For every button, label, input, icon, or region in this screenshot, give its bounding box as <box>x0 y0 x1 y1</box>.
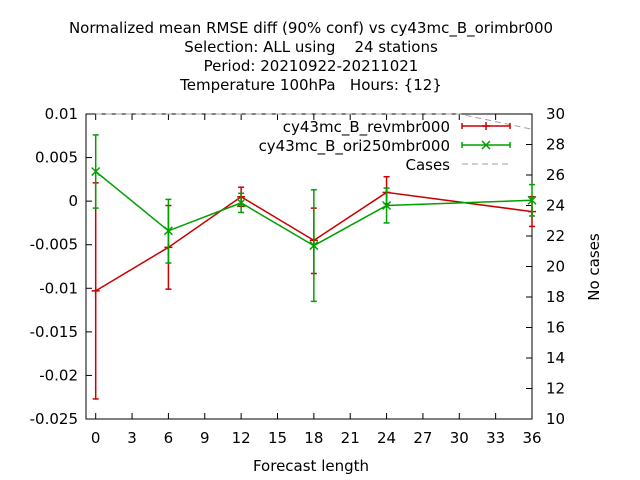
x-tick-label: 36 <box>522 429 541 447</box>
x-tick-label: 24 <box>377 429 396 447</box>
y-tick-label: -0.02 <box>39 366 78 384</box>
y2-tick-label: 18 <box>546 288 565 306</box>
y-tick-label: -0.025 <box>30 410 78 428</box>
x-tick-label: 33 <box>486 429 505 447</box>
y2-tick-label: 10 <box>546 410 565 428</box>
data-point <box>527 195 537 205</box>
legend-samples <box>461 122 511 165</box>
series-2 <box>95 113 533 130</box>
y-tick-label: 0.005 <box>35 149 78 167</box>
x-axis-label: Forecast length <box>253 457 369 475</box>
title-line-3: Period: 20210922-20211021 <box>204 57 419 75</box>
y-tick-label: 0 <box>68 192 78 210</box>
axis-ticks: 0 3 6 9 12 15 18 21 24 27 30 33 360.010.0050-0.005-0… <box>30 105 565 447</box>
series-line-2 <box>95 113 533 130</box>
y2-tick-label: 12 <box>546 380 565 398</box>
data-point <box>309 241 319 251</box>
x-tick-label: 21 <box>341 429 360 447</box>
x-tick-label: 15 <box>268 429 287 447</box>
legend-sample-marker <box>481 140 491 150</box>
data-point <box>163 226 173 236</box>
series-1 <box>91 134 537 303</box>
x-tick-label: 9 <box>200 429 210 447</box>
y2-tick-label: 26 <box>546 166 565 184</box>
x-tick-label: 27 <box>413 429 432 447</box>
y-tick-label: 0.01 <box>45 105 78 123</box>
x-tick-label: 6 <box>164 429 174 447</box>
y2-tick-label: 24 <box>546 197 565 215</box>
x-tick-label: 18 <box>304 429 323 447</box>
legend-label-cases: Cases <box>405 156 450 174</box>
title-line-2: Selection: ALL using 24 stations <box>184 38 438 56</box>
x-tick-label: 3 <box>127 429 137 447</box>
y-tick-label: -0.005 <box>30 236 78 254</box>
y2-tick-label: 30 <box>546 105 565 123</box>
data-point <box>236 198 246 208</box>
series-line-0 <box>95 191 533 292</box>
y2-axis-label: No cases <box>585 233 603 301</box>
y-tick-label: -0.01 <box>39 279 78 297</box>
legend: cy43mc_B_revmbr000 cy43mc_B_ori250mbr000… <box>259 118 511 174</box>
x-tick-label: 30 <box>450 429 469 447</box>
y2-tick-label: 28 <box>546 136 565 154</box>
data-point <box>91 166 101 177</box>
y2-tick-label: 20 <box>546 258 565 276</box>
plot-frame <box>85 113 533 420</box>
chart-title: Normalized mean RMSE diff (90% conf) vs … <box>69 19 553 94</box>
title-line-1: Normalized mean RMSE diff (90% conf) vs … <box>69 19 553 38</box>
y-tick-label: -0.015 <box>30 323 78 341</box>
legend-label-ori250mbr000: cy43mc_B_ori250mbr000 <box>259 137 450 156</box>
x-tick-label: 12 <box>232 429 251 447</box>
y2-tick-label: 22 <box>546 227 565 245</box>
data-point <box>382 200 392 211</box>
title-line-4: Temperature 100hPa Hours: {12} <box>179 76 442 94</box>
legend-label-revmbr000: cy43mc_B_revmbr000 <box>283 118 450 137</box>
x-tick-label: 0 <box>91 429 101 447</box>
y2-tick-label: 16 <box>546 319 565 337</box>
y2-tick-label: 14 <box>546 349 565 367</box>
series-line-1 <box>95 170 533 247</box>
series-layer <box>91 113 537 400</box>
